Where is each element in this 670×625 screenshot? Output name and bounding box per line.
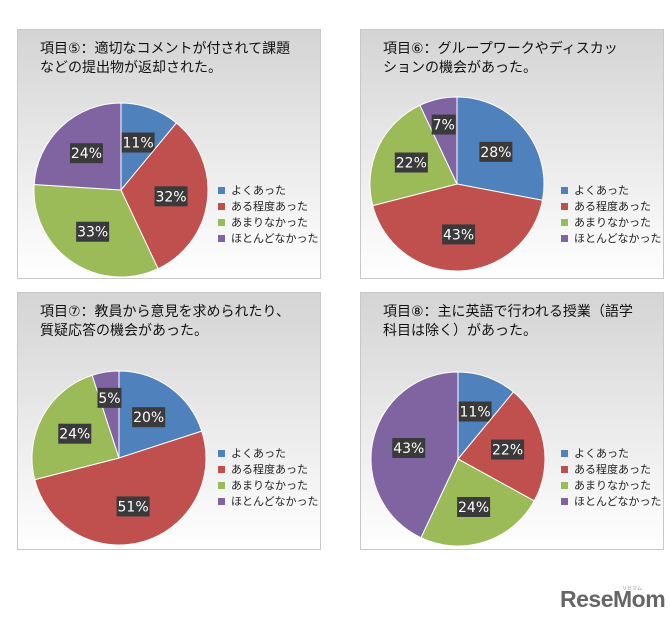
pie-chart: 20% 51% 24% 5% [31, 370, 207, 546]
legend-label: あまりなかった [231, 216, 308, 229]
legend-swatch [218, 218, 225, 226]
data-label-bg [132, 407, 166, 428]
legend-label: よくあった [231, 184, 286, 197]
legend-swatch [218, 481, 225, 489]
legend-swatch [218, 465, 225, 473]
legend-item: よくあった [218, 445, 318, 461]
data-label: 11% [460, 405, 491, 421]
data-label-bg [116, 496, 150, 517]
resemom-logo: ReseMom [560, 586, 666, 612]
legend-item: あまりなかった [218, 214, 318, 230]
legend-label: ほとんどなかった [231, 495, 319, 508]
chart-panel-7: 項目⑦：教員から意見を求められたり、 質疑応答の機会があった。 20% 51% 24… [17, 292, 321, 550]
legend-swatch [561, 497, 568, 505]
legend-item: ある程度あった [218, 461, 318, 477]
legend-item: ある程度あった [561, 198, 661, 214]
data-label: 20% [133, 410, 164, 426]
chart-title: 項目⑥：グループワークやディスカッ ションの機会があった。 [383, 41, 618, 76]
data-label: 32% [155, 189, 186, 205]
legend-swatch [561, 218, 568, 226]
legend-item: あまりなかった [218, 477, 318, 493]
data-label: 11% [123, 136, 154, 152]
legend-swatch [561, 234, 568, 242]
data-label: 43% [443, 227, 474, 243]
chart-title: 項目⑦：教員から意見を求められたり、 質疑応答の機会があった。 [40, 304, 290, 339]
data-label-bg [479, 141, 513, 162]
data-label-bg [431, 114, 456, 135]
pie-chart: 28% 43% 22% 7% [369, 96, 545, 272]
data-label-bg [58, 423, 92, 444]
legend-item: ある程度あった [218, 198, 318, 214]
legend-swatch [561, 465, 568, 473]
chart-title: 項目⑤：適切なコメントが付されて課題 などの提出物が返却された。 [40, 41, 291, 76]
legend-item: ほとんどなかった [561, 230, 661, 246]
legend-item: よくあった [561, 445, 661, 461]
legend-label: ある程度あった [231, 463, 308, 476]
data-label-bg [76, 221, 110, 242]
legend-swatch [218, 449, 225, 457]
legend-label: ある程度あった [574, 200, 651, 213]
legend-label: ある程度あった [574, 463, 651, 476]
resemom-logo-kana: リセマム [622, 586, 643, 592]
legend-item: ほとんどなかった [218, 230, 318, 246]
data-label: 24% [71, 146, 102, 162]
data-label: 43% [393, 441, 424, 457]
chart-panel-5: 項目⑤：適切なコメントが付されて課題 などの提出物が返却された。 11% 32% 3… [17, 29, 321, 279]
chart-panel-6: 項目⑥：グループワークやディスカッ ションの機会があった。 28% 43% 22% 7… [360, 29, 664, 279]
chart-panel-8: 項目⑧：主に英語で行われる授業（語学 科目は除く）があった。 11% 22% 24%… [360, 292, 664, 550]
legend-label: よくあった [574, 447, 629, 460]
data-label: 24% [458, 500, 489, 516]
legend: よくあったある程度あった あまりなかった ほとんどなかった [561, 445, 661, 509]
legend-label: ほとんどなかった [574, 495, 662, 508]
legend-swatch [561, 481, 568, 489]
data-label-bg [457, 496, 491, 517]
legend-label: ほとんどなかった [574, 232, 662, 245]
legend-label: ある程度あった [231, 200, 308, 213]
data-label: 7% [433, 118, 455, 134]
data-label: 33% [77, 225, 108, 241]
pie-chart: 11% 32% 33% 24% [33, 102, 209, 278]
data-label-bg [154, 186, 188, 207]
legend: よくあったある程度あった あまりなかった ほとんどなかった [218, 182, 318, 246]
data-label-bg [97, 387, 122, 408]
data-label-bg [442, 224, 476, 245]
legend-label: よくあった [574, 184, 629, 197]
legend-label: ほとんどなかった [231, 232, 319, 245]
legend-label: あまりなかった [574, 479, 651, 492]
legend-swatch [561, 186, 568, 194]
pie-chart: 11% 22% 24% 43% [370, 371, 546, 547]
legend-label: あまりなかった [231, 479, 308, 492]
legend-swatch [218, 186, 225, 194]
data-label-bg [69, 143, 103, 164]
legend-item: あまりなかった [561, 477, 661, 493]
legend-label: よくあった [231, 447, 286, 460]
data-label: 22% [396, 156, 427, 172]
data-label-bg [121, 132, 155, 153]
data-label: 5% [98, 391, 120, 407]
data-label-bg [392, 437, 426, 458]
legend: よくあったある程度あった あまりなかった ほとんどなかった [561, 182, 661, 246]
legend-swatch [561, 202, 568, 210]
legend-item: よくあった [561, 182, 661, 198]
data-label: 24% [59, 427, 90, 443]
chart-title: 項目⑧：主に英語で行われる授業（語学 科目は除く）があった。 [383, 304, 633, 339]
legend-label: あまりなかった [574, 216, 651, 229]
data-label-bg [491, 439, 525, 460]
legend-swatch [561, 449, 568, 457]
legend-swatch [218, 497, 225, 505]
legend-swatch [218, 234, 225, 242]
data-label-bg [394, 152, 428, 173]
legend-swatch [218, 202, 225, 210]
data-label: 22% [492, 443, 523, 459]
data-label: 28% [480, 145, 511, 161]
legend-item: ほとんどなかった [561, 493, 661, 509]
pie-slice-2 [34, 430, 207, 546]
legend-item: あまりなかった [561, 214, 661, 230]
legend-item: よくあった [218, 182, 318, 198]
data-label: 51% [118, 499, 149, 515]
legend-item: ほとんどなかった [218, 493, 318, 509]
legend: よくあったある程度あった あまりなかった ほとんどなかった [218, 445, 318, 509]
legend-item: ある程度あった [561, 461, 661, 477]
data-label-bg [458, 401, 492, 422]
